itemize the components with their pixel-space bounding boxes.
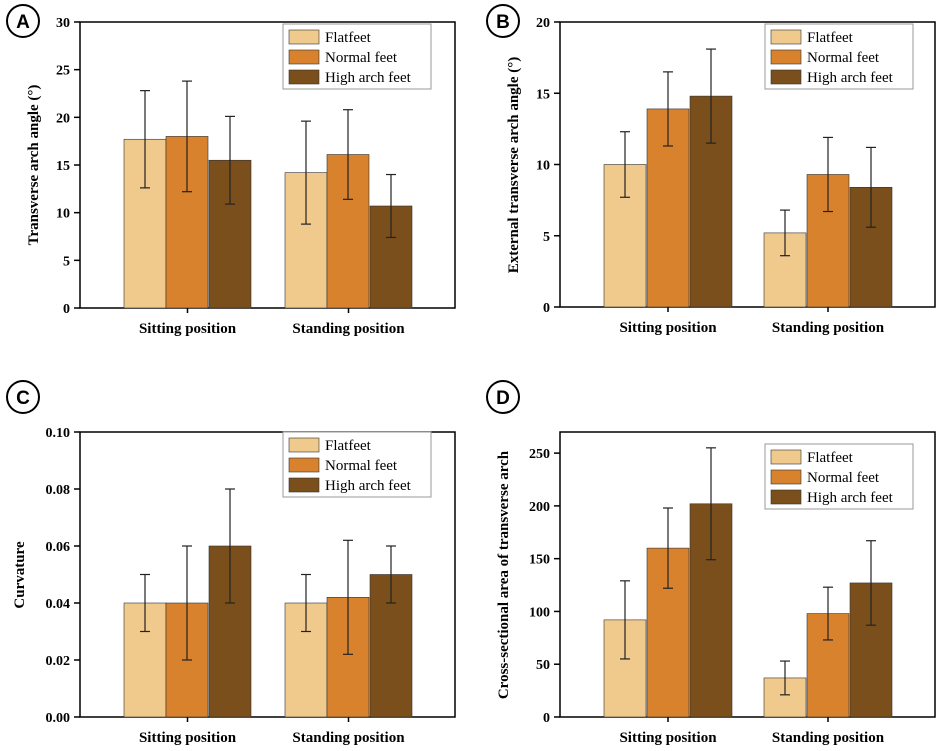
- x-category-label: Standing position: [292, 321, 405, 337]
- panel-label: A: [16, 12, 30, 33]
- x-category-label: Sitting position: [139, 321, 237, 337]
- axes-frame: [79, 431, 456, 718]
- legend-label: High arch feet: [807, 490, 894, 506]
- legend-swatch: [288, 69, 320, 85]
- plot-area-b: 0 5 10 15 20 Sitting position Standing positio…: [506, 16, 936, 336]
- y-tick-label: 30: [56, 16, 70, 31]
- y-tick-label: 200: [529, 500, 550, 515]
- panel-a: A 0 5 10 15 20 25 30 Sitting position Standing p…: [6, 4, 456, 337]
- legend-label: Flatfeet: [325, 438, 372, 454]
- legend: Flatfeet Normal feet High arch feet: [282, 431, 432, 498]
- legend-label: Normal feet: [325, 458, 398, 474]
- panel-c: C 0.00 0.02 0.04 0.06 0.08 0.10 Sitting positi…: [6, 380, 456, 746]
- panel-label: B: [496, 12, 510, 33]
- legend-label: Flatfeet: [807, 30, 854, 46]
- y-tick-label: 25: [56, 64, 70, 79]
- y-axis-label: Curvature: [12, 541, 28, 609]
- y-tick-label: 50: [536, 658, 550, 673]
- legend-swatch: [770, 49, 802, 65]
- legend-label: Flatfeet: [325, 30, 372, 46]
- y-tick-label: 10: [56, 207, 70, 222]
- legend-swatch: [770, 449, 802, 465]
- y-axis-label: Cross-sectional area of transverse arch: [496, 450, 512, 699]
- panel-label-circle: [486, 380, 520, 414]
- legend-swatch: [288, 457, 320, 473]
- legend-label: Flatfeet: [807, 450, 854, 466]
- y-tick-label: 0.04: [46, 597, 71, 612]
- legend: Flatfeet Normal feet High arch feet: [764, 443, 914, 510]
- y-tick-label: 0: [543, 711, 550, 726]
- plot-area-d: 0 50 100 150 200 250 Sitting position Standing …: [496, 431, 936, 746]
- y-tick-label: 150: [529, 553, 550, 568]
- legend: Flatfeet Normal feet High arch feet: [764, 23, 914, 90]
- legend-swatch: [288, 477, 320, 493]
- legend-swatch: [770, 469, 802, 485]
- y-tick-label: 0.10: [46, 426, 71, 441]
- y-axis-label: External transverse arch angle (°): [506, 57, 522, 274]
- legend-swatch: [288, 49, 320, 65]
- legend-swatch: [770, 69, 802, 85]
- x-category-label: Standing position: [292, 730, 405, 746]
- y-tick-label: 0: [543, 301, 550, 316]
- legend-swatch: [770, 489, 802, 505]
- y-tick-label: 0.00: [46, 711, 71, 726]
- legend-label: Normal feet: [807, 50, 880, 66]
- x-category-label: Standing position: [772, 320, 885, 336]
- y-tick-label: 5: [63, 254, 70, 269]
- y-axis-label: Transverse arch angle (°): [26, 85, 42, 246]
- panel-label-circle: [6, 380, 40, 414]
- panel-label-circle: [6, 4, 40, 38]
- y-tick-label: 100: [529, 605, 550, 620]
- y-tick-label: 10: [536, 159, 550, 174]
- y-tick-label: 15: [536, 87, 550, 102]
- x-category-label: Standing position: [772, 730, 885, 746]
- plot-area-c: 0.00 0.02 0.04 0.06 0.08 0.10 Sitting position…: [12, 426, 456, 746]
- panel-d: D 0 50 100 150 200 250 Sitting position Standin…: [486, 380, 936, 746]
- legend-label: Normal feet: [807, 470, 880, 486]
- legend-swatch: [770, 29, 802, 45]
- panel-b: B 0 5 10 15 20 Sitting position Standing posit…: [486, 4, 936, 336]
- x-category-label: Sitting position: [619, 320, 717, 336]
- legend-label: Normal feet: [325, 50, 398, 66]
- y-tick-label: 0: [63, 302, 70, 317]
- axes-frame: [559, 431, 936, 718]
- panel-label: D: [496, 388, 510, 409]
- y-tick-label: 0.02: [46, 654, 71, 669]
- y-tick-label: 0.08: [46, 483, 71, 498]
- y-tick-label: 20: [536, 16, 550, 31]
- plot-area-a: 0 5 10 15 20 25 30 Sitting position Standing pos…: [26, 16, 456, 337]
- x-category-label: Sitting position: [619, 730, 717, 746]
- legend-swatch: [288, 29, 320, 45]
- legend-label: High arch feet: [325, 70, 412, 86]
- panel-label: C: [16, 388, 30, 409]
- panel-label-circle: [486, 4, 520, 38]
- y-tick-label: 20: [56, 111, 70, 126]
- legend-label: High arch feet: [325, 478, 412, 494]
- y-tick-label: 0.06: [46, 540, 71, 555]
- legend-label: High arch feet: [807, 70, 894, 86]
- y-tick-label: 15: [56, 159, 70, 174]
- x-category-label: Sitting position: [139, 730, 237, 746]
- legend: Flatfeet Normal feet High arch feet: [282, 23, 432, 90]
- y-tick-label: 250: [529, 447, 550, 462]
- y-tick-label: 5: [543, 230, 550, 245]
- legend-swatch: [288, 437, 320, 453]
